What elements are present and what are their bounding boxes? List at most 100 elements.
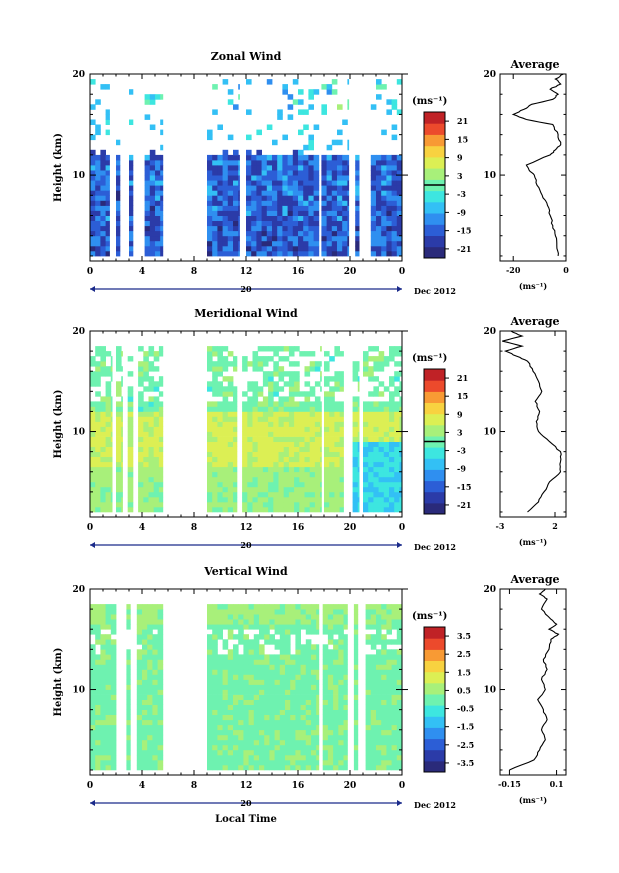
heatmap-cell <box>95 406 101 412</box>
heatmap-cell <box>279 634 286 640</box>
heatmap-cell <box>343 674 348 680</box>
heatmap-cell <box>142 604 148 610</box>
heatmap-cell <box>153 401 160 407</box>
x-tick-label: 8 <box>191 781 197 791</box>
heatmap-cell <box>268 411 274 417</box>
heatmap-cell <box>396 764 403 771</box>
heatmap-cell <box>355 205 360 211</box>
heatmap-cell <box>95 744 101 751</box>
heatmap-cell <box>355 240 360 247</box>
heatmap-cell <box>222 205 229 211</box>
heatmap-cell <box>160 175 164 181</box>
heatmap-cell <box>227 381 234 387</box>
heatmap-cell <box>308 250 314 257</box>
heatmap-cell <box>311 614 317 620</box>
heatmap-cell <box>129 165 134 171</box>
heatmap-cell <box>247 411 253 417</box>
heatmap-cell <box>381 679 387 685</box>
heatmap-cell <box>95 371 101 377</box>
heatmap-cell <box>396 215 403 221</box>
heatmap-cell <box>217 431 223 437</box>
heatmap-cell <box>95 431 101 437</box>
heatmap-cell <box>391 689 398 695</box>
heatmap-cell <box>160 159 164 166</box>
heatmap-cell <box>246 154 252 161</box>
heatmap-cell <box>160 190 164 196</box>
heatmap-cell <box>295 639 301 645</box>
heatmap-cell <box>262 461 269 468</box>
heatmap-cell <box>148 426 155 432</box>
colorbar-swatch <box>424 424 445 437</box>
heatmap-cell <box>129 215 134 221</box>
heatmap-cell <box>266 170 273 176</box>
heatmap-cell <box>273 506 279 513</box>
day-axis-right-arrow <box>397 286 402 292</box>
heatmap-cell <box>149 230 156 237</box>
heatmap-cell <box>314 401 321 407</box>
heatmap-cell <box>157 749 164 756</box>
heatmap-cell <box>152 724 158 731</box>
heatmap-cell <box>121 421 123 427</box>
heatmap-cell <box>353 624 359 630</box>
heatmap-cell <box>272 235 278 242</box>
heatmap-cell <box>329 401 335 407</box>
heatmap-cell <box>338 684 344 690</box>
heatmap-cell <box>149 195 156 201</box>
heatmap-cell <box>399 371 403 377</box>
heatmap-cell <box>207 729 213 736</box>
heatmap-cell <box>222 729 229 736</box>
heatmap-cell <box>321 240 327 247</box>
heatmap-cell <box>207 386 213 392</box>
heatmap-cell <box>248 684 255 690</box>
heatmap-cell <box>116 195 121 201</box>
heatmap-cell <box>313 210 320 216</box>
heatmap-cell <box>314 381 321 387</box>
heatmap-cell <box>329 386 335 392</box>
heatmap-cell <box>279 764 286 771</box>
heatmap-cell <box>248 749 255 756</box>
colorbar-tick-label: -3 <box>457 446 466 456</box>
heatmap-cell <box>399 496 403 503</box>
heatmap-cell <box>274 659 281 665</box>
heatmap-cell <box>299 411 305 417</box>
heatmap-cell <box>160 195 164 201</box>
heatmap-cell <box>136 684 143 690</box>
heatmap-cell <box>259 714 265 721</box>
heatmap-cell <box>110 421 113 427</box>
heatmap-cell <box>105 366 112 372</box>
heatmap-cell <box>207 170 213 176</box>
heatmap-cell <box>264 684 270 690</box>
heatmap-cell <box>212 185 218 191</box>
heatmap-cell <box>105 506 112 513</box>
heatmap-cell <box>326 235 333 242</box>
heatmap-cell <box>347 210 350 216</box>
heatmap-cell <box>227 240 234 247</box>
heatmap-cell <box>368 461 374 468</box>
heatmap-cell <box>256 210 262 216</box>
heatmap-cell <box>127 356 134 362</box>
heatmap-cell <box>246 205 252 211</box>
heatmap-cell <box>365 699 372 705</box>
heatmap-cell <box>320 496 322 503</box>
heatmap-cell <box>365 744 372 751</box>
heatmap-cell <box>339 491 344 498</box>
heatmap-cell <box>322 749 329 756</box>
heatmap-cell <box>386 250 392 257</box>
heatmap-cell <box>105 694 112 700</box>
heatmap-cell <box>268 401 274 407</box>
heatmap-cell <box>391 739 398 746</box>
heatmap-cell <box>100 446 106 452</box>
heatmap-cell <box>212 195 218 201</box>
heatmap-cell <box>303 154 309 161</box>
heatmap-cell <box>327 684 334 690</box>
heatmap-cell <box>272 210 278 216</box>
heatmap-cell <box>100 669 106 675</box>
heatmap-cell <box>333 749 339 756</box>
heatmap-cell <box>295 719 301 726</box>
heatmap-cell <box>373 366 379 372</box>
heatmap-cell <box>279 684 286 690</box>
heatmap-cell <box>136 659 143 665</box>
heatmap-cell <box>368 366 374 372</box>
heatmap-cell <box>282 175 288 181</box>
heatmap-cell <box>160 154 164 161</box>
